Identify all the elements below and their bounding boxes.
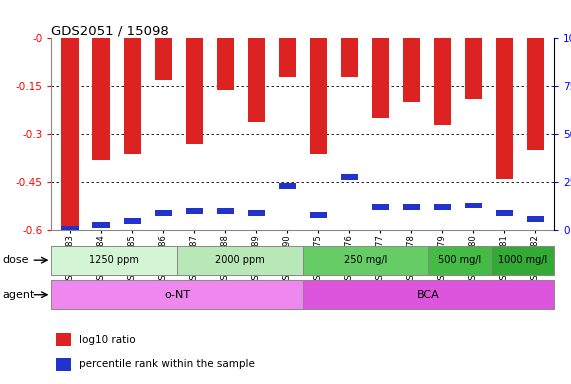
Bar <box>526 216 544 222</box>
Bar <box>434 204 451 210</box>
Bar <box>93 222 110 227</box>
Text: 1250 ppm: 1250 ppm <box>89 255 139 265</box>
Bar <box>57 358 71 371</box>
Bar <box>341 38 357 77</box>
Bar <box>303 280 554 309</box>
Bar <box>303 246 428 275</box>
Bar <box>309 212 327 218</box>
Bar <box>123 38 140 154</box>
Bar <box>496 38 513 179</box>
Bar <box>428 246 491 275</box>
Bar <box>248 210 264 216</box>
Bar <box>248 38 264 122</box>
Bar <box>465 38 482 99</box>
Text: 2000 ppm: 2000 ppm <box>215 255 265 265</box>
Bar <box>186 208 203 214</box>
Text: BCA: BCA <box>417 290 440 300</box>
Bar <box>62 38 79 227</box>
Bar <box>155 210 171 216</box>
Text: 1000 mg/l: 1000 mg/l <box>498 255 547 265</box>
Bar <box>403 38 420 103</box>
Bar <box>526 38 544 151</box>
Bar <box>62 225 79 231</box>
Bar <box>279 38 296 77</box>
Bar <box>309 38 327 154</box>
Bar <box>93 38 110 160</box>
Bar <box>57 333 71 346</box>
Text: log10 ratio: log10 ratio <box>79 334 136 344</box>
Bar <box>465 203 482 208</box>
Text: o-NT: o-NT <box>164 290 190 300</box>
Bar <box>177 246 303 275</box>
Bar <box>372 204 389 210</box>
Bar <box>51 280 303 309</box>
Bar <box>186 38 203 144</box>
Bar <box>216 208 234 214</box>
Bar <box>491 246 554 275</box>
Bar <box>341 174 357 179</box>
Text: 250 mg/l: 250 mg/l <box>344 255 387 265</box>
Text: agent: agent <box>3 290 35 300</box>
Bar <box>216 38 234 89</box>
Text: dose: dose <box>3 255 29 265</box>
Bar <box>496 210 513 216</box>
Text: percentile rank within the sample: percentile rank within the sample <box>79 359 255 369</box>
Bar <box>51 246 177 275</box>
Bar <box>123 218 140 223</box>
Text: GDS2051 / 15098: GDS2051 / 15098 <box>51 25 169 38</box>
Bar <box>155 38 171 80</box>
Bar <box>403 204 420 210</box>
Bar <box>372 38 389 118</box>
Bar <box>279 183 296 189</box>
Text: 500 mg/l: 500 mg/l <box>438 255 481 265</box>
Bar <box>434 38 451 125</box>
